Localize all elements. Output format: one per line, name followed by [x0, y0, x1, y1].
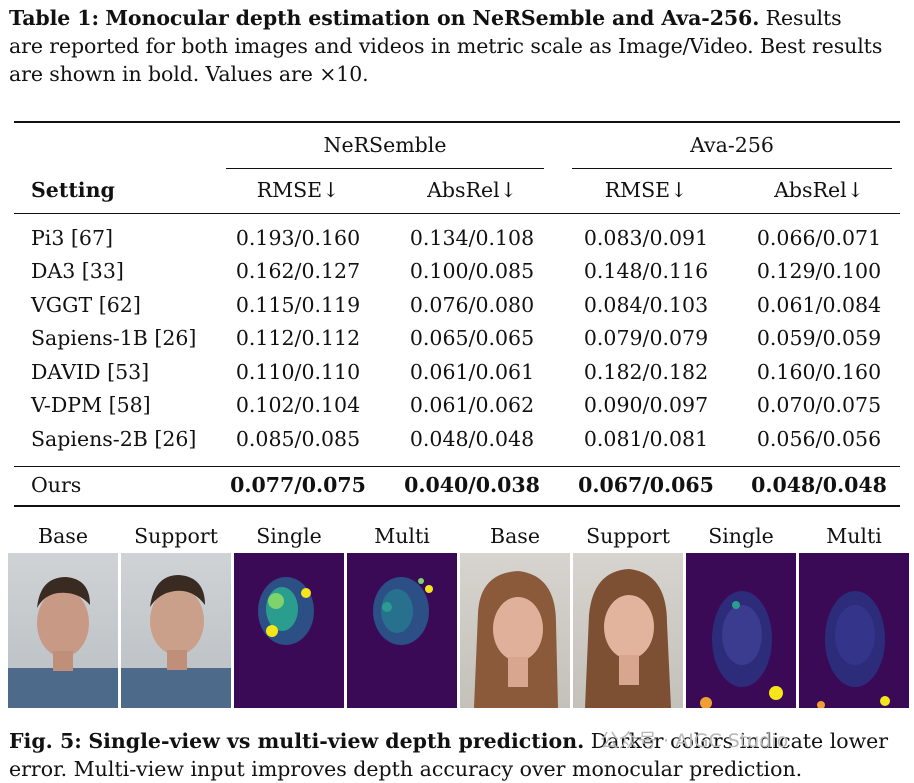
table-cell: 0.110/0.110	[235, 360, 361, 384]
table-cell: 0.070/0.075	[756, 393, 882, 417]
table-cell: 0.085/0.085	[235, 427, 361, 451]
row-setting: DA3 [33]	[31, 259, 124, 283]
figure-caption-label: Fig. 5:	[9, 729, 82, 753]
table-cell: 0.090/0.097	[583, 393, 709, 417]
metric-header: AbsRel↓	[774, 178, 864, 202]
table-cell: 0.056/0.056	[756, 427, 882, 451]
group-rule-ava	[572, 168, 892, 169]
row-setting: Sapiens-1B [26]	[31, 326, 197, 350]
row-setting: VGGT [62]	[31, 293, 141, 317]
figure-label-multi: Multi	[374, 524, 430, 548]
row-setting: V-DPM [58]	[31, 393, 151, 417]
row-setting: Sapiens-2B [26]	[31, 427, 197, 451]
figure-caption-line1: Darker colors indicate lower	[590, 729, 889, 753]
table-cell: 0.061/0.084	[756, 293, 882, 317]
support-photo-female	[573, 553, 683, 708]
metric-header: RMSE↓	[256, 178, 340, 202]
figure-caption-line2: error. Multi-view input improves depth a…	[9, 757, 803, 781]
metric-header: RMSE↓	[604, 178, 688, 202]
table-cell-best: 0.040/0.038	[404, 473, 540, 497]
figure-caption-title: Single-view vs multi-view depth predicti…	[88, 729, 585, 753]
table-cell: 0.162/0.127	[235, 259, 361, 283]
table-cell: 0.129/0.100	[756, 259, 882, 283]
table-cell: 0.134/0.108	[409, 226, 535, 250]
table-cell: 0.115/0.119	[235, 293, 361, 317]
table-caption-title: Monocular depth estimation on NeRSemble …	[105, 6, 760, 30]
table-cell: 0.148/0.116	[583, 259, 709, 283]
table-cell: 0.059/0.059	[756, 326, 882, 350]
table-cell: 0.084/0.103	[583, 293, 709, 317]
table-caption: Table 1: Monocular depth estimation on N…	[9, 4, 909, 88]
setting-header: Setting	[31, 178, 115, 202]
figure-label-single: Single	[708, 524, 774, 548]
row-setting: Pi3 [67]	[31, 226, 113, 250]
table-cell: 0.076/0.080	[409, 293, 535, 317]
figure-label-support: Support	[586, 524, 670, 548]
table-bottom-rule	[14, 505, 900, 507]
base-photo-male	[8, 553, 118, 708]
figure-label-support: Support	[134, 524, 218, 548]
table-cell: 0.081/0.081	[583, 427, 709, 451]
figure-label-multi: Multi	[826, 524, 882, 548]
base-photo-female	[460, 553, 570, 708]
table-caption-label: Table 1:	[9, 6, 99, 30]
table-cell: 0.193/0.160	[235, 226, 361, 250]
table-caption-line2: are reported for both images and videos …	[9, 34, 883, 58]
figure-label-base: Base	[490, 524, 540, 548]
table-cell: 0.182/0.182	[583, 360, 709, 384]
table-cell: 0.065/0.065	[409, 326, 535, 350]
table-cell: 0.061/0.061	[409, 360, 535, 384]
multi-view-depth-male	[347, 553, 457, 708]
single-view-depth-male	[234, 553, 344, 708]
table-cell-best: 0.067/0.065	[578, 473, 714, 497]
watermark: 公众号 · AIGC Studio	[600, 730, 789, 752]
row-setting: Ours	[31, 473, 82, 497]
table-cell: 0.100/0.085	[409, 259, 535, 283]
group-header-nersemble: NeRSemble	[323, 133, 447, 157]
table-cell-best: 0.048/0.048	[751, 473, 887, 497]
support-photo-male	[121, 553, 231, 708]
table-top-rule	[14, 121, 900, 123]
table-cell: 0.102/0.104	[235, 393, 361, 417]
figure-label-single: Single	[256, 524, 322, 548]
group-rule-nersemble	[226, 168, 544, 169]
group-header-ava: Ava-256	[690, 133, 774, 157]
multi-view-depth-female	[799, 553, 909, 708]
single-view-depth-female	[686, 553, 796, 708]
table-cell: 0.048/0.048	[409, 427, 535, 451]
table-cell: 0.061/0.062	[409, 393, 535, 417]
metric-header: AbsRel↓	[427, 178, 517, 202]
table-cell: 0.083/0.091	[583, 226, 709, 250]
header-rule	[14, 213, 900, 214]
table-cell: 0.112/0.112	[235, 326, 361, 350]
table-cell-best: 0.077/0.075	[230, 473, 366, 497]
ours-rule	[14, 466, 900, 467]
figure-caption: Fig. 5: Single-view vs multi-view depth …	[9, 727, 909, 783]
table-cell: 0.160/0.160	[756, 360, 882, 384]
table-caption-line1: Results	[765, 6, 842, 30]
figure-label-base: Base	[38, 524, 88, 548]
table-caption-line3: are shown in bold. Values are ×10.	[9, 62, 369, 86]
table-cell: 0.079/0.079	[583, 326, 709, 350]
row-setting: DAVID [53]	[31, 360, 150, 384]
table-cell: 0.066/0.071	[756, 226, 882, 250]
